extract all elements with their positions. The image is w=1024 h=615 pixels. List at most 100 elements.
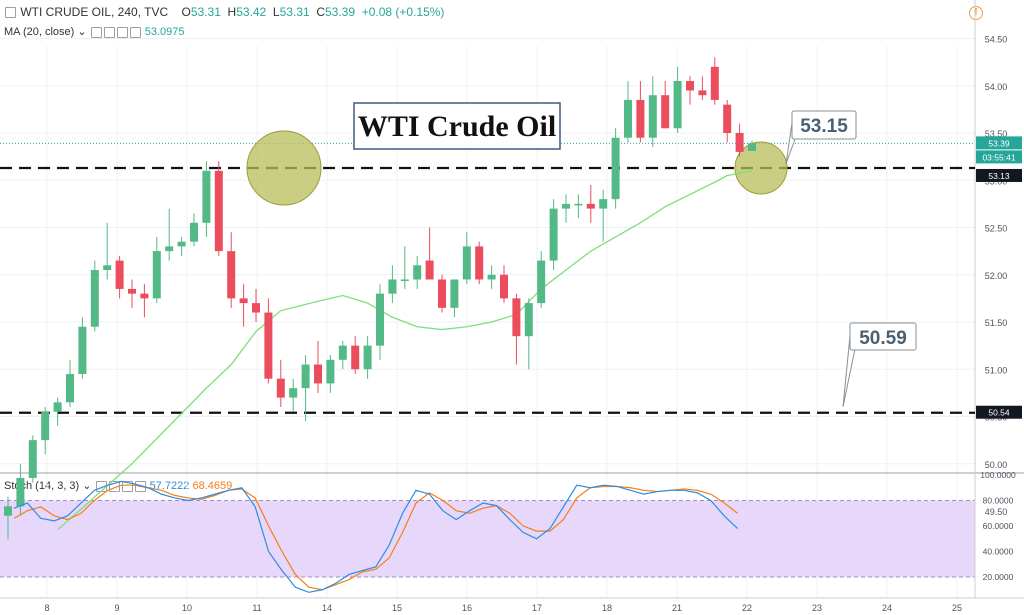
add-icon[interactable] <box>121 480 133 492</box>
candle-body <box>599 199 608 209</box>
price-tag-label: 50.54 <box>988 408 1010 418</box>
price-tag-label: 03:55:41 <box>982 152 1015 162</box>
chart-header: WTI CRUDE OIL, 240, TVC O53.31 H53.42 L5… <box>0 0 1024 46</box>
stoch-tick-label: 100.0000 <box>980 470 1016 480</box>
price-tick-label: 49.50 <box>985 507 1008 517</box>
symbol-legend: WTI CRUDE OIL, 240, TVC O53.31 H53.42 L5… <box>4 5 444 19</box>
candle-body <box>53 402 62 412</box>
ma-label[interactable]: MA (20, close) <box>4 26 75 38</box>
time-tick-label: 8 <box>44 603 49 613</box>
candle-body <box>338 345 347 360</box>
candle-body <box>524 303 533 337</box>
candle-body <box>537 260 546 304</box>
price-tick-label: 52.00 <box>985 271 1008 281</box>
candle-body <box>611 137 620 200</box>
close-icon[interactable] <box>129 26 141 38</box>
stoch-tick-label: 40.0000 <box>983 547 1014 557</box>
candle-body <box>103 265 112 271</box>
candle-body <box>66 373 74 403</box>
candle-body <box>549 208 558 261</box>
candle-body <box>388 279 397 294</box>
stoch-tick-label: 20.0000 <box>983 572 1014 582</box>
candle-body <box>661 95 670 129</box>
stoch-band <box>0 500 975 577</box>
candle-body <box>128 288 136 294</box>
callout-label: 50.59 <box>859 328 907 349</box>
price-tick-label: 54.00 <box>985 82 1008 92</box>
chevron-down-icon[interactable]: ⌄ <box>82 480 92 492</box>
candle-body <box>487 274 496 280</box>
stoch-tick-label: 60.0000 <box>983 521 1014 531</box>
candle-body <box>735 133 744 152</box>
time-tick-label: 18 <box>602 603 612 613</box>
candle-body <box>376 293 384 346</box>
candle-body <box>41 411 50 441</box>
add-icon[interactable] <box>116 26 128 38</box>
stoch-k-line <box>13 480 739 593</box>
price-tick-label: 50.00 <box>985 460 1008 470</box>
candle-body <box>90 270 99 327</box>
symbol-name[interactable]: WTI CRUDE OIL, 240, TVC <box>20 5 169 19</box>
stoch-d-value: 68.4659 <box>192 480 233 492</box>
candle-body <box>723 104 732 133</box>
time-tick-label: 25 <box>952 603 962 613</box>
stoch-k-value: 57.7222 <box>149 480 190 492</box>
candle-body <box>78 326 87 374</box>
time-tick-label: 16 <box>462 603 472 613</box>
stoch-tick-label: 80.0000 <box>983 496 1014 506</box>
candle-body <box>152 251 161 299</box>
highlight-circle <box>734 141 788 195</box>
time-tick-label: 11 <box>252 603 261 613</box>
candle-body <box>16 477 25 507</box>
candle-body <box>363 345 372 370</box>
candle-body <box>115 260 124 289</box>
candle-body <box>500 274 508 299</box>
candle-body <box>413 265 422 280</box>
time-tick-label: 10 <box>182 603 192 613</box>
candle-body <box>140 293 149 299</box>
candle-body <box>252 303 260 313</box>
candle-body <box>276 378 285 398</box>
candle-body <box>624 99 632 138</box>
collapse-icon[interactable] <box>5 7 16 19</box>
close-label: C <box>316 5 325 19</box>
price-tick-label: 51.50 <box>985 318 1008 328</box>
candle-body <box>636 99 645 138</box>
warning-icon[interactable]: ! <box>969 6 983 20</box>
open-label: O <box>181 5 191 19</box>
candle-body <box>314 364 322 384</box>
callout-box <box>849 322 917 351</box>
time-tick-label: 17 <box>532 603 542 613</box>
candle-body <box>698 90 707 96</box>
low-label: L <box>272 5 280 19</box>
candle-body <box>425 260 434 280</box>
candle-body <box>686 81 694 91</box>
settings-icon[interactable] <box>103 26 115 38</box>
candle-body <box>673 81 682 129</box>
candle-body <box>264 312 273 379</box>
candle-body <box>710 66 719 100</box>
callout-box <box>791 110 857 140</box>
candle-body <box>574 203 583 206</box>
candle-body <box>400 279 409 281</box>
price-tag <box>976 136 1022 150</box>
candle-body <box>4 506 12 516</box>
time-tick-label: 14 <box>322 603 332 613</box>
close-icon[interactable] <box>134 480 146 492</box>
candle-body <box>648 95 657 138</box>
price-tag <box>976 168 1022 182</box>
candle-body <box>462 246 471 280</box>
low-value: 53.31 <box>279 5 310 19</box>
chevron-down-icon[interactable]: ⌄ <box>77 26 87 38</box>
time-tick-label: 22 <box>742 603 752 613</box>
time-tick-label: 21 <box>672 603 682 613</box>
candle-body <box>239 298 248 304</box>
candle-body <box>301 364 310 389</box>
candle-body <box>438 279 446 308</box>
price-tick-label: 53.50 <box>985 129 1008 139</box>
candle-body <box>28 440 37 478</box>
candle-body <box>586 203 595 209</box>
candle-body <box>177 241 186 247</box>
eye-icon[interactable] <box>90 26 102 38</box>
